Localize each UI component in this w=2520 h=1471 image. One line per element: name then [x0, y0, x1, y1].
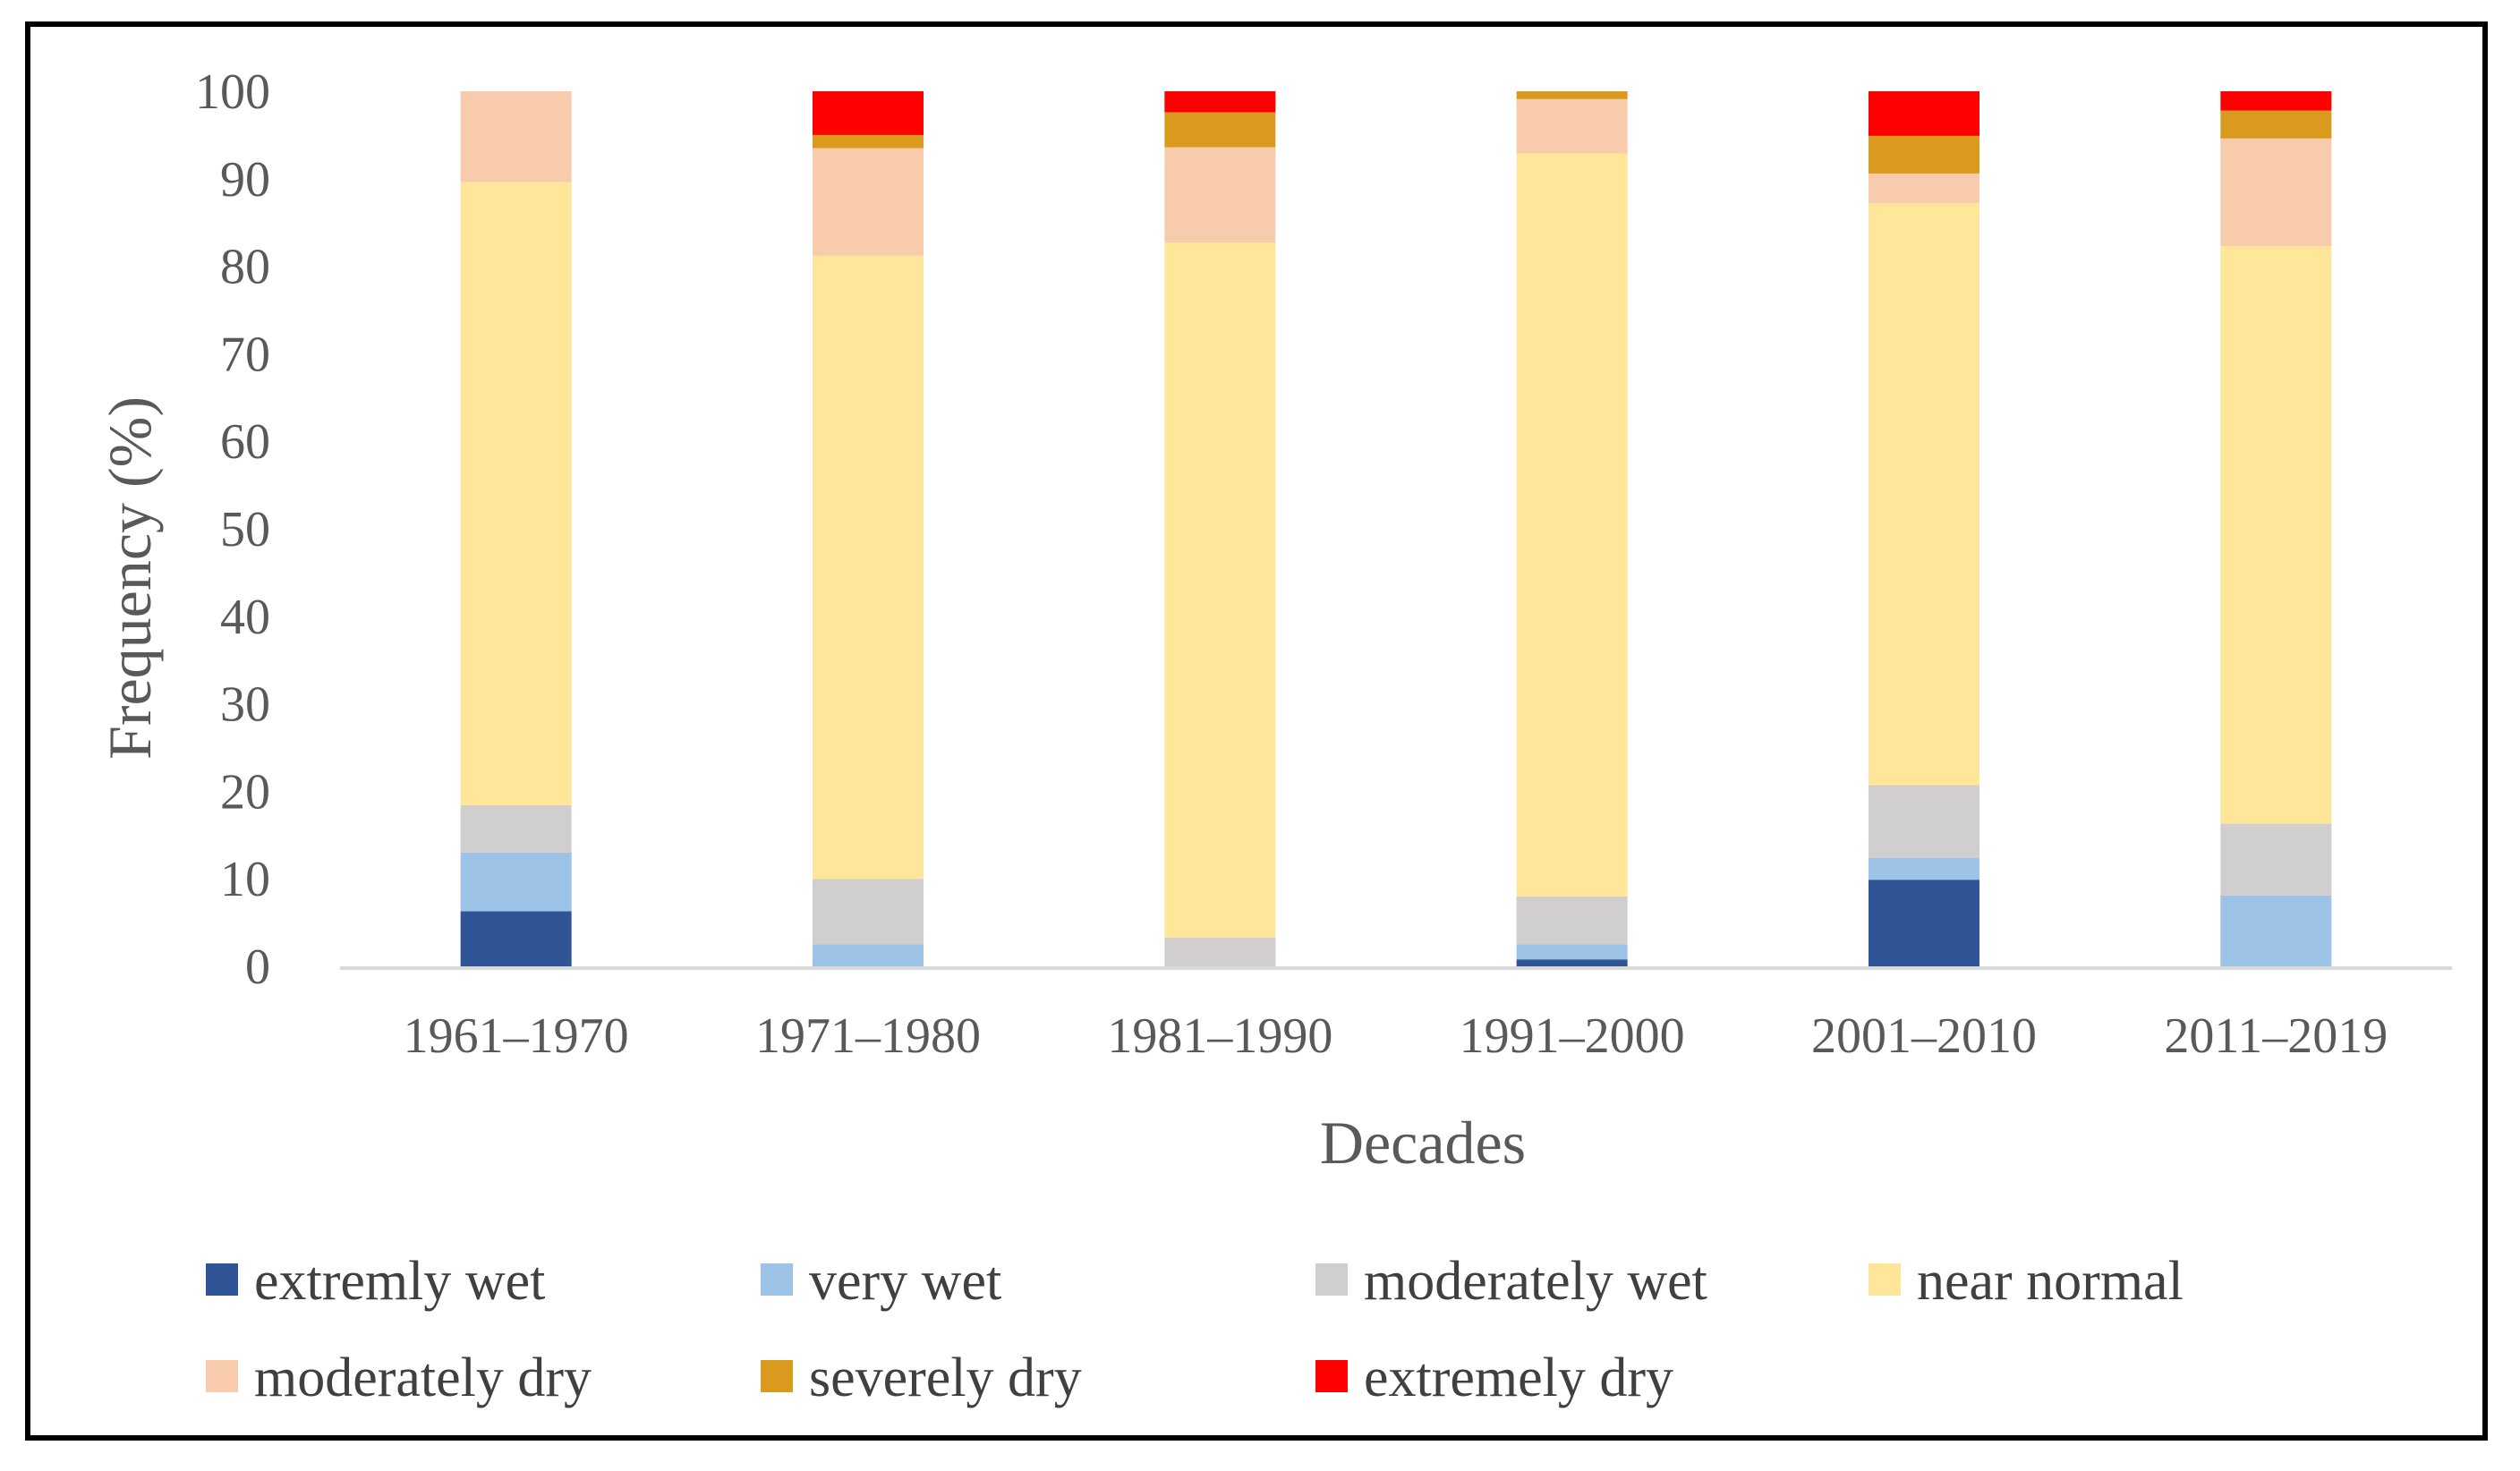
y-axis-ticks: 0 10 20 30 40 50 60 70 80 90 100	[195, 64, 270, 995]
legend-swatch-severely-dry	[761, 1360, 793, 1392]
bar-1971-1980-severely-dry	[813, 134, 924, 149]
legend-label-very-wet: very wet	[809, 1251, 1001, 1312]
bar-1991-2000-moderately-wet	[1516, 896, 1628, 945]
bar-1961-1970-extremly-wet	[460, 911, 572, 966]
legend-label-extremly-wet: extremly wet	[254, 1251, 545, 1312]
bar-2001-2010-near-normal	[1869, 203, 1979, 786]
x-axis-ticks: 1961–1970 1971–1980 1981–1990 1991–2000 2001…	[404, 1008, 2388, 1064]
y-tick-label-20: 20	[220, 764, 270, 820]
legend-label-near-normal: near normal	[1917, 1251, 2184, 1312]
x-tick-label-1991-2000: 1991–2000	[1460, 1008, 1685, 1064]
chart-svg: 0 10 20 30 40 50 60 70 80 90 100 1961–1970 1971–198…	[96, 64, 2452, 1408]
bar-2011-2019-moderately-wet	[2220, 823, 2332, 896]
bar-2011-2019-moderately-dry	[2220, 138, 2332, 247]
legend-label-moderately-wet: moderately wet	[1364, 1251, 1707, 1312]
y-tick-label-50: 50	[220, 502, 270, 557]
legend-swatch-near-normal	[1869, 1263, 1901, 1296]
bar-1981-1990-extremely-dry	[1164, 91, 1276, 113]
bar-1981-1990-moderately-wet	[1164, 937, 1276, 966]
y-tick-label-0: 0	[245, 940, 270, 995]
bar-1991-2000-severely-dry	[1516, 91, 1628, 99]
bar-1961-1970-moderately-dry	[460, 91, 572, 183]
bar-2001-2010-very-wet	[1869, 857, 1979, 880]
bar-1971-1980-moderately-dry	[813, 148, 924, 256]
bar-1981-1990-moderately-dry	[1164, 147, 1276, 243]
x-tick-label-1961-1970: 1961–1970	[404, 1008, 629, 1064]
bar-2011-2019-near-normal	[2220, 246, 2332, 824]
bar-2011-2019-extremely-dry	[2220, 91, 2332, 111]
bar-1971-1980-near-normal	[813, 255, 924, 880]
bar-1961-1970-very-wet	[460, 852, 572, 912]
y-tick-label-90: 90	[220, 152, 270, 208]
legend-label-moderately-dry: moderately dry	[254, 1348, 592, 1408]
bar-1971-1980-extremely-dry	[813, 91, 924, 135]
bar-2001-2010-extremly-wet	[1869, 880, 1979, 966]
bar-1981-1990-severely-dry	[1164, 112, 1276, 148]
legend: extremly wet very wet moderately wet near n…	[206, 1251, 2184, 1408]
bar-2001-2010-extremely-dry	[1869, 91, 1979, 136]
legend-swatch-moderately-wet	[1315, 1263, 1348, 1296]
bar-1981-1990-near-normal	[1164, 242, 1276, 938]
y-tick-label-40: 40	[220, 590, 270, 645]
x-tick-label-1971-1980: 1971–1980	[755, 1008, 981, 1064]
bar-1961-1970-near-normal	[460, 182, 572, 806]
legend-swatch-extremly-wet	[206, 1263, 238, 1296]
y-tick-label-30: 30	[220, 677, 270, 733]
bar-1971-1980-very-wet	[813, 944, 924, 966]
bar-2001-2010-moderately-dry	[1869, 173, 1979, 204]
bar-1991-2000-extremly-wet	[1516, 959, 1628, 966]
y-tick-label-100: 100	[195, 64, 270, 120]
bar-1991-2000-very-wet	[1516, 944, 1628, 960]
y-tick-label-80: 80	[220, 240, 270, 295]
legend-swatch-very-wet	[761, 1263, 793, 1296]
x-tick-label-2011-2019: 2011–2019	[2164, 1008, 2388, 1064]
bar-1991-2000-moderately-dry	[1516, 98, 1628, 154]
bar-1971-1980-moderately-wet	[813, 879, 924, 945]
y-tick-label-60: 60	[220, 414, 270, 470]
bar-1991-2000-near-normal	[1516, 153, 1628, 897]
bar-1961-1970-moderately-wet	[460, 805, 572, 853]
legend-swatch-extremely-dry	[1315, 1360, 1348, 1392]
x-axis-title: Decades	[1320, 1109, 1526, 1177]
bar-2011-2019-severely-dry	[2220, 110, 2332, 139]
legend-label-extremely-dry: extremely dry	[1364, 1348, 1673, 1408]
y-tick-label-70: 70	[220, 327, 270, 382]
legend-label-severely-dry: severely dry	[809, 1348, 1082, 1408]
bar-2011-2019-very-wet	[2220, 895, 2332, 966]
x-tick-label-2001-2010: 2001–2010	[1811, 1008, 2037, 1064]
bar-2001-2010-severely-dry	[1869, 135, 1979, 174]
legend-swatch-moderately-dry	[206, 1360, 238, 1392]
x-tick-label-1981-1990: 1981–1990	[1107, 1008, 1332, 1064]
bar-2001-2010-moderately-wet	[1869, 785, 1979, 858]
chart-frame: 0 10 20 30 40 50 60 70 80 90 100 1961–1970 1971–198…	[25, 21, 2488, 1441]
y-tick-label-10: 10	[220, 852, 270, 907]
y-axis-title: Frequency (%)	[96, 396, 164, 760]
bars	[460, 91, 2332, 966]
